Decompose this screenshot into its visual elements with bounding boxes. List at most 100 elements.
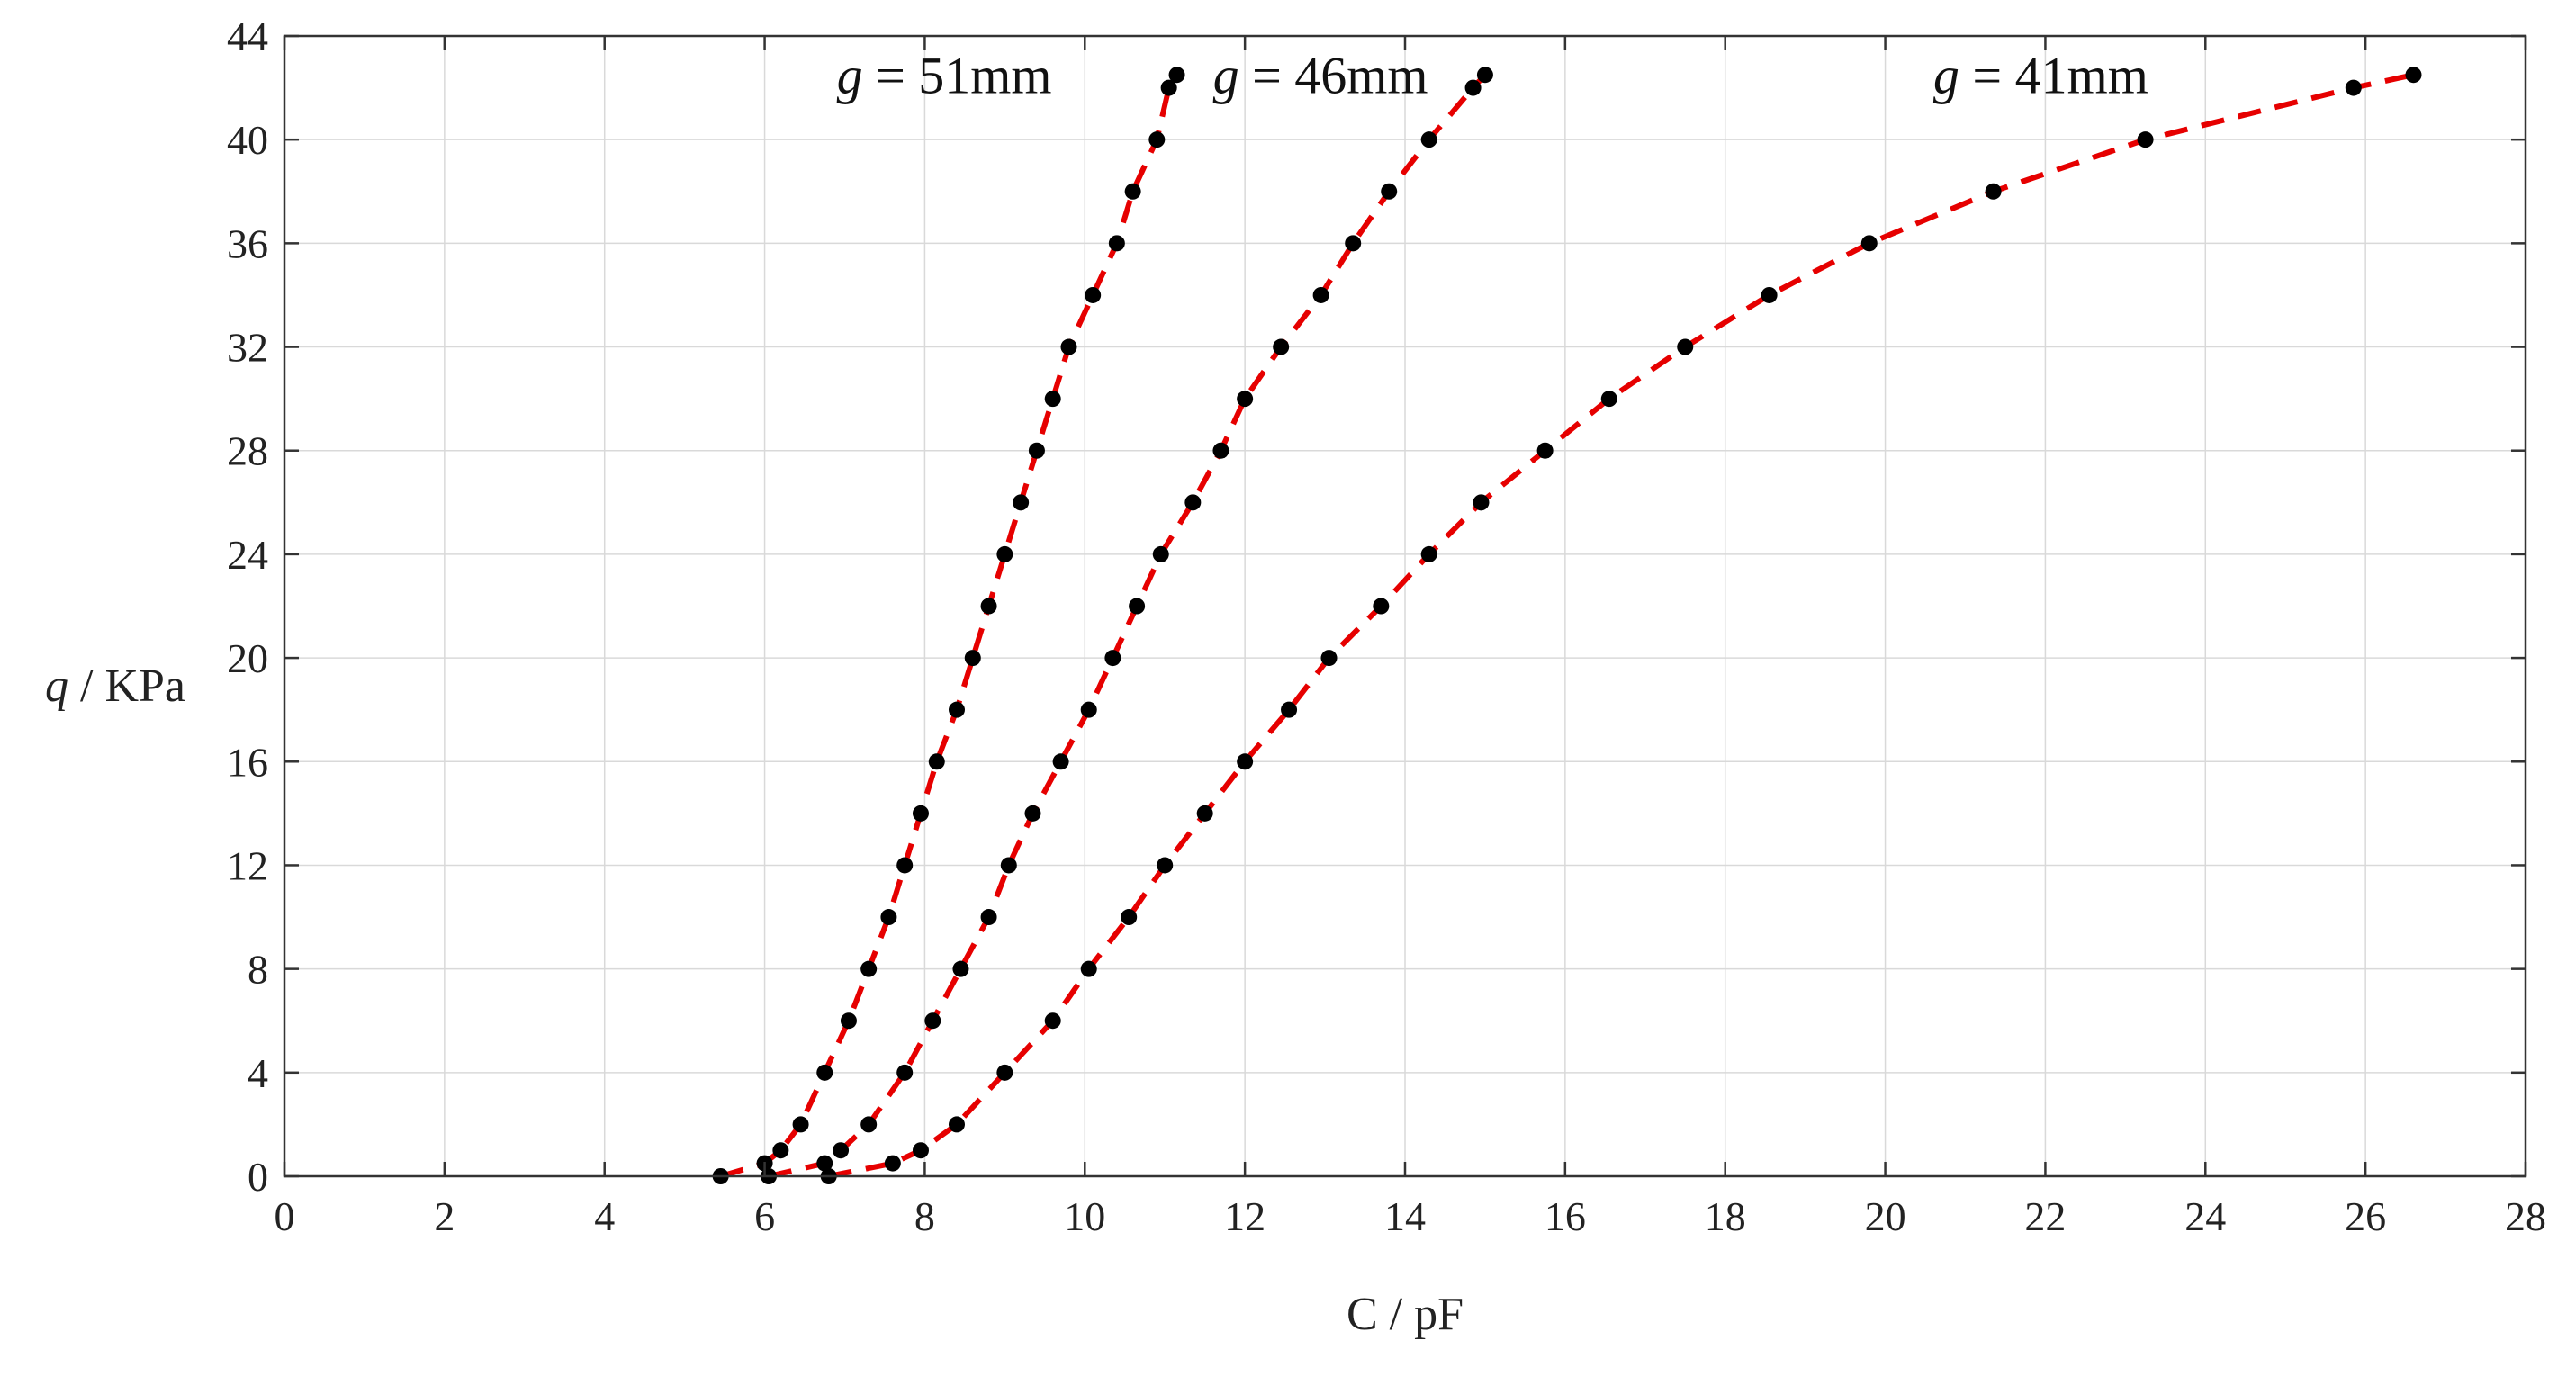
data-points	[712, 67, 2422, 1184]
data-point-series-2	[1152, 545, 1169, 562]
x-tick-label: 4	[594, 1193, 615, 1239]
data-point-series-1	[928, 753, 945, 770]
data-point-series-2	[1184, 494, 1202, 511]
x-tick-label: 2	[434, 1193, 455, 1239]
y-tick-label: 40	[227, 117, 268, 163]
data-point-series-2	[1381, 183, 1398, 200]
data-point-series-1	[912, 805, 929, 822]
data-point-series-1	[880, 909, 897, 926]
data-point-series-1	[1085, 286, 1102, 303]
series-label-symbol: g	[1213, 46, 1239, 104]
data-point-series-2	[1212, 442, 1229, 459]
data-point-series-2	[1000, 857, 1017, 874]
data-point-series-3	[1196, 805, 1213, 822]
data-point-series-3	[2345, 79, 2362, 96]
series-annotations: g = 51mm g = 46mm g = 41mm	[837, 46, 2148, 104]
y-tick-label: 8	[248, 947, 268, 993]
series-label-value: = 41mm	[1959, 46, 2148, 104]
grid	[284, 36, 2526, 1176]
data-point-series-1	[1148, 131, 1166, 148]
data-point-series-2	[1345, 235, 1362, 252]
data-point-series-3	[1985, 183, 2002, 200]
fit-line-series-2	[768, 73, 1488, 1179]
y-tick-label: 0	[248, 1154, 268, 1200]
data-point-series-1	[964, 650, 981, 667]
data-point-series-2	[860, 1116, 878, 1133]
data-point-series-2	[1080, 701, 1097, 718]
y-tick-label: 24	[227, 532, 268, 578]
series-label-value: = 46mm	[1239, 46, 1428, 104]
y-tick-label: 16	[227, 739, 268, 785]
series-label-1: g = 51mm	[837, 46, 1052, 104]
data-point-series-2	[1104, 650, 1121, 667]
data-point-series-1	[1028, 442, 1045, 459]
y-tick-label: 36	[227, 220, 268, 266]
data-point-series-3	[1044, 1012, 1061, 1030]
x-tick-label: 12	[1224, 1193, 1265, 1239]
data-point-series-3	[1536, 442, 1554, 459]
data-point-series-1	[840, 1012, 857, 1030]
y-tick-label: 12	[227, 842, 268, 888]
data-point-series-3	[2405, 67, 2422, 84]
data-point-series-3	[1860, 235, 1878, 252]
data-point-series-2	[980, 909, 997, 926]
data-point-series-3	[1080, 960, 1097, 977]
y-tick-label: 28	[227, 428, 268, 474]
fit-lines	[719, 72, 2415, 1179]
data-point-series-3	[1677, 338, 1694, 355]
x-tick-label: 22	[2024, 1193, 2066, 1239]
x-tick-label: 20	[1865, 1193, 1906, 1239]
data-point-series-3	[884, 1155, 901, 1172]
data-point-series-2	[1312, 286, 1329, 303]
data-point-series-2	[896, 1064, 914, 1081]
data-point-series-2	[1420, 131, 1437, 148]
data-point-series-2	[924, 1012, 941, 1030]
x-tick-label: 10	[1064, 1193, 1105, 1239]
data-point-series-3	[1473, 494, 1490, 511]
data-point-series-1	[1160, 79, 1177, 96]
x-tick-label: 26	[2345, 1193, 2386, 1239]
data-point-series-1	[792, 1116, 809, 1133]
y-tick-label: 20	[227, 635, 268, 681]
data-point-series-3	[1157, 857, 1174, 874]
data-point-series-1	[1044, 391, 1061, 408]
data-point-series-1	[816, 1064, 833, 1081]
data-point-series-3	[1281, 701, 1298, 718]
axis-ticks: 0 2 4 6 8 10 12 14 16 18 20 22 24 26 28048121620242832…	[227, 13, 2546, 1239]
x-tick-label: 14	[1384, 1193, 1426, 1239]
data-point-series-3	[1320, 650, 1338, 667]
data-point-series-1	[896, 857, 914, 874]
x-tick-label: 6	[754, 1193, 775, 1239]
x-tick-label: 28	[2505, 1193, 2546, 1239]
data-point-series-2	[1024, 805, 1041, 822]
data-point-series-1	[980, 598, 997, 615]
data-point-series-2	[816, 1155, 833, 1172]
series-label-symbol: g	[837, 46, 863, 104]
series-label-3: g = 41mm	[1933, 46, 2148, 104]
data-point-series-2	[1237, 391, 1254, 408]
fit-line-series-3	[828, 72, 2415, 1179]
data-point-series-3	[1420, 545, 1437, 562]
data-point-series-3	[1237, 753, 1254, 770]
data-point-series-2	[833, 1142, 850, 1159]
data-point-series-2	[1052, 753, 1069, 770]
x-axis-label: C / pF	[1347, 1289, 1464, 1340]
data-point-series-1	[1168, 67, 1185, 84]
data-point-series-3	[1761, 286, 1778, 303]
data-point-series-1	[996, 545, 1013, 562]
data-point-series-1	[1124, 183, 1141, 200]
data-point-series-1	[1060, 338, 1077, 355]
data-point-series-1	[949, 701, 965, 718]
x-tick-label: 16	[1545, 1193, 1586, 1239]
data-point-series-3	[1600, 391, 1617, 408]
data-point-series-1	[772, 1142, 789, 1159]
data-point-series-2	[1476, 67, 1493, 84]
data-point-series-3	[996, 1064, 1013, 1081]
data-point-series-1	[1013, 494, 1030, 511]
data-point-series-3	[1121, 909, 1138, 926]
y-tick-label: 4	[248, 1050, 268, 1096]
data-point-series-2	[1273, 338, 1290, 355]
data-point-series-3	[912, 1142, 929, 1159]
x-tick-label: 18	[1705, 1193, 1746, 1239]
y-axis-label-symbol: q	[45, 661, 68, 712]
